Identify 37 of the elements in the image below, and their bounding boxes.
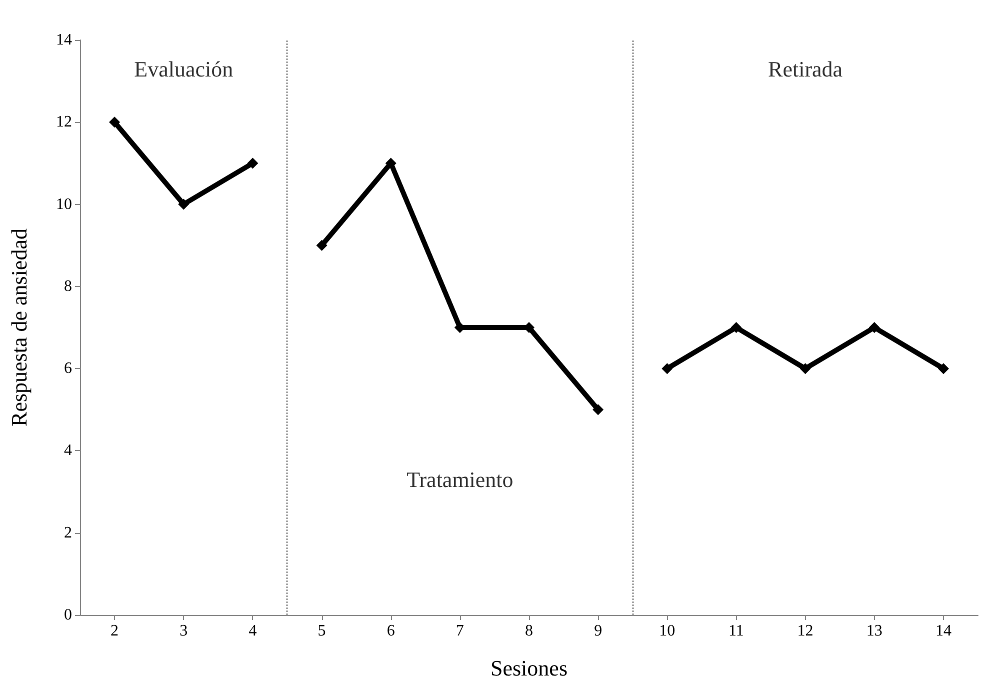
point [316, 240, 328, 251]
point [178, 198, 190, 210]
x-tick-label: 4 [248, 622, 257, 640]
y-tick-label: 14 [56, 32, 72, 48]
x-tick-label: 13 [866, 622, 882, 640]
point [662, 363, 673, 374]
x-tick-label: 2 [110, 622, 119, 640]
annotation: Evaluación [134, 56, 234, 82]
y-tick-label: 0 [64, 606, 72, 624]
point [938, 363, 949, 374]
x-axis-title: Sesiones [490, 656, 568, 680]
point [247, 158, 258, 169]
x-tick-label: 8 [525, 622, 533, 640]
x-tick-label: 9 [594, 622, 602, 640]
x-tick-label: 10 [659, 622, 676, 640]
x-tick-label: 3 [180, 622, 188, 640]
annotation: Retirada [768, 56, 843, 82]
point [385, 158, 396, 169]
y-tick-label: 12 [56, 114, 72, 131]
x-tick-label: 7 [456, 622, 464, 640]
y-axis-title: Respuesta de ansiedad [6, 228, 32, 426]
y-tick-label: 10 [56, 196, 72, 213]
y-tick-label: 4 [64, 442, 72, 460]
point [592, 404, 604, 416]
x-tick-label: 6 [386, 622, 395, 640]
point [868, 322, 880, 333]
point [730, 322, 742, 333]
y-tick-label: 2 [64, 524, 72, 542]
annotation: Tratamiento [406, 466, 514, 492]
x-tick-label: 11 [728, 622, 744, 640]
x-tick-label: 12 [797, 622, 814, 640]
y-tick-label: 6 [64, 360, 72, 378]
point [800, 363, 811, 374]
x-tick-label: 5 [318, 622, 326, 640]
x-tick-label: 14 [935, 622, 952, 640]
point [109, 116, 120, 128]
y-tick-label: 8 [64, 278, 72, 295]
